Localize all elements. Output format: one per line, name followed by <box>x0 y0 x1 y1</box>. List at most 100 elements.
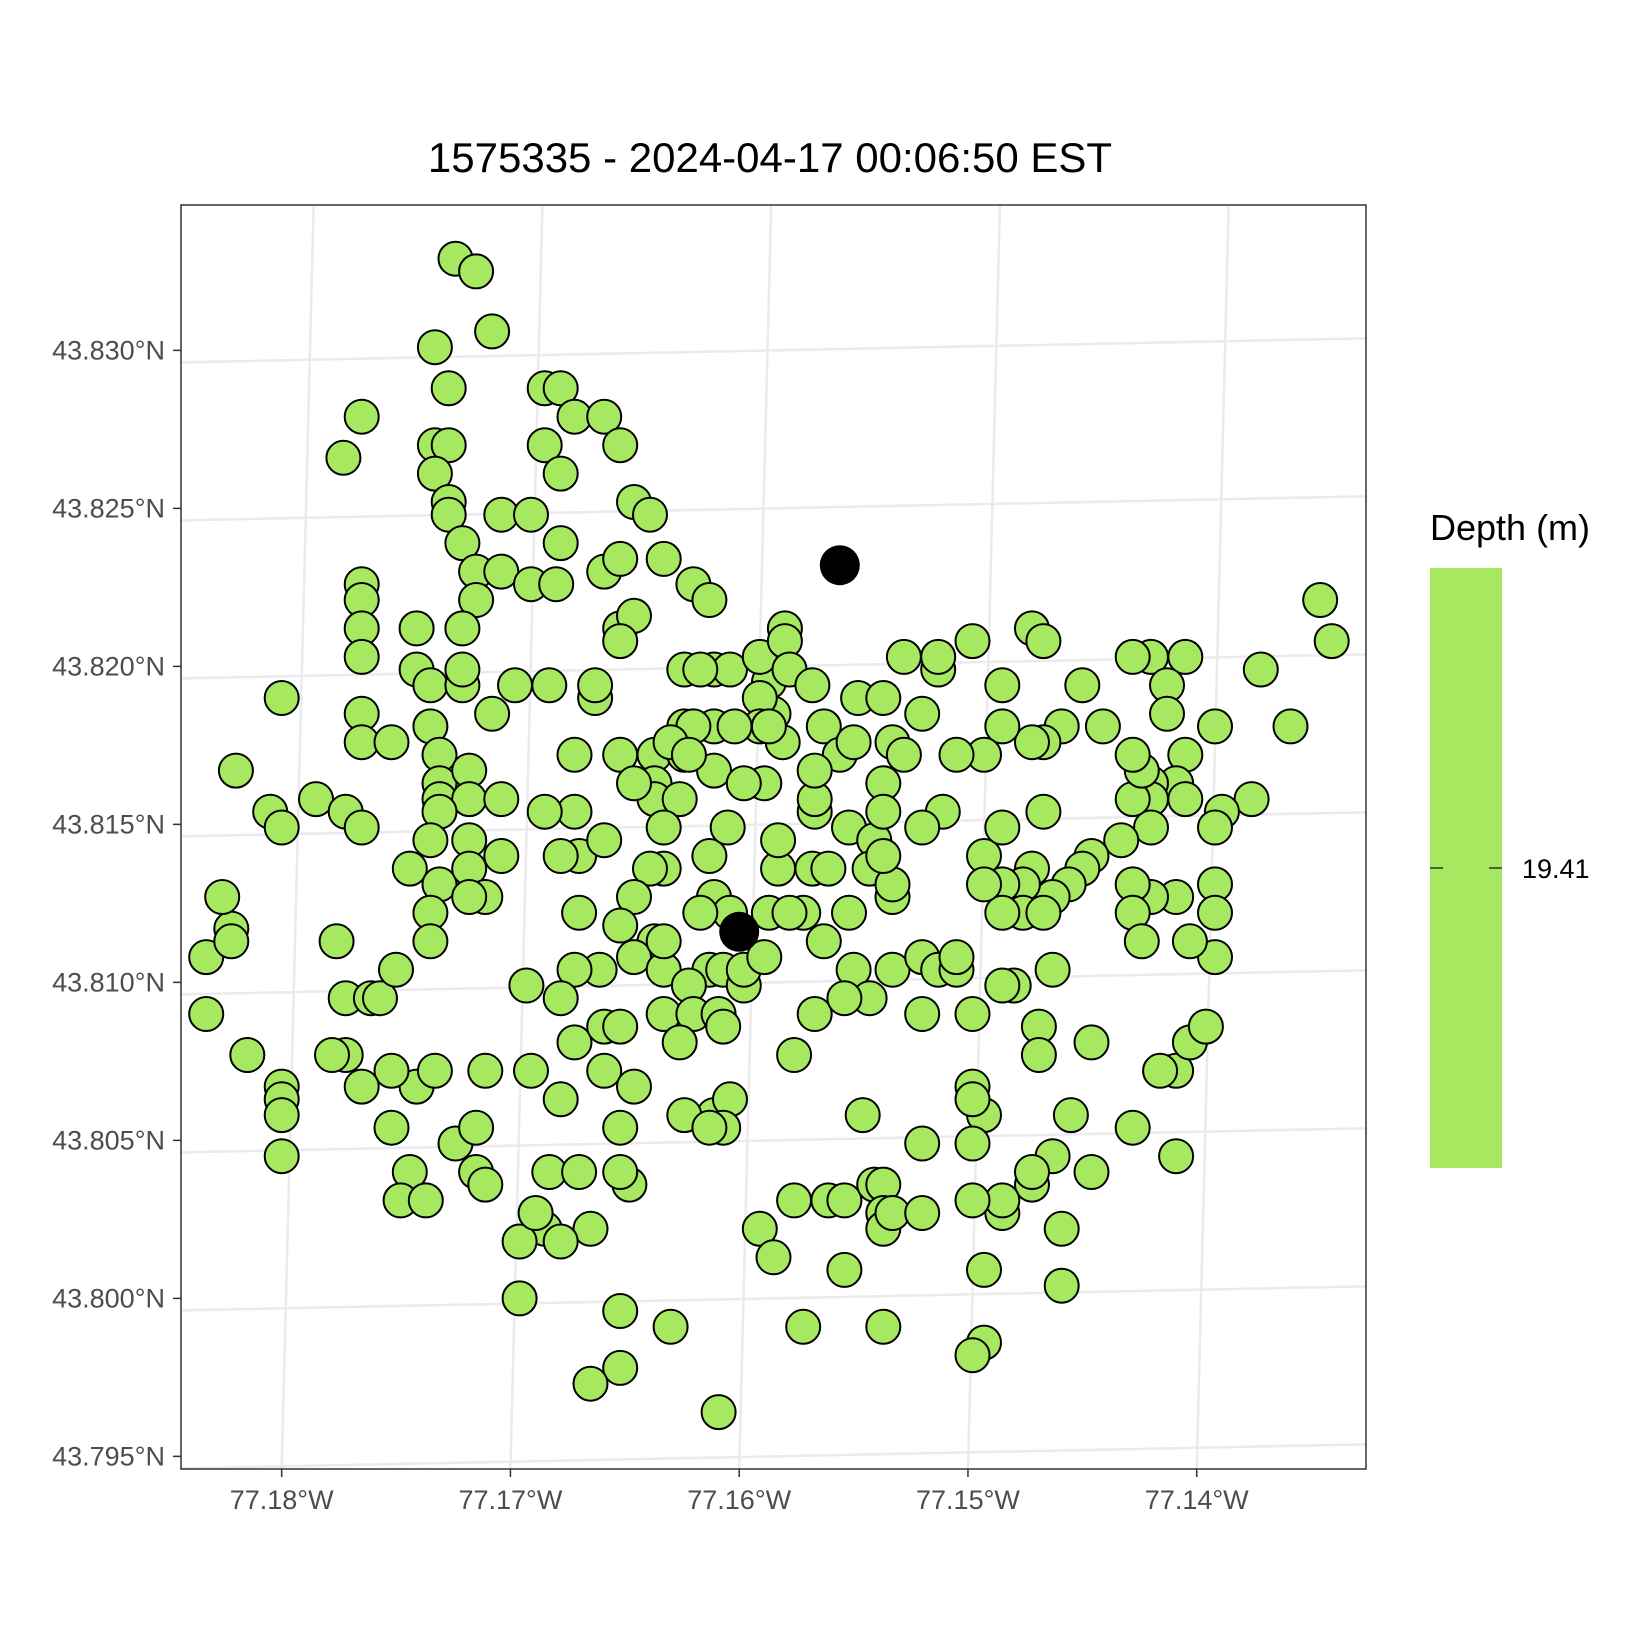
marker-point <box>819 545 860 586</box>
depth-point <box>343 638 380 675</box>
depth-point <box>966 866 1002 903</box>
depth-point <box>204 879 241 915</box>
depth-point <box>826 980 863 1017</box>
depth-point <box>645 809 682 846</box>
depth-point <box>586 1052 623 1089</box>
depth-point <box>826 1182 863 1219</box>
depth-point <box>705 1008 742 1045</box>
depth-point <box>725 765 762 802</box>
depth-point <box>458 1109 495 1146</box>
gridline-x <box>737 204 773 1470</box>
gridline-y <box>180 1285 1367 1312</box>
y-axis: 43.795°N 43.800°N 43.805°N 43.810°N 43.815°N… <box>52 335 181 1471</box>
depth-point <box>954 1337 991 1374</box>
marker-point <box>719 911 760 952</box>
depth-point <box>1197 809 1233 846</box>
depth-point <box>1167 781 1204 818</box>
depth-point <box>954 1182 991 1219</box>
depth-point <box>391 850 428 887</box>
depth-point <box>398 610 435 647</box>
depth-point <box>776 1182 813 1219</box>
depth-point <box>602 1154 639 1190</box>
depth-point <box>458 253 495 290</box>
depth-point <box>474 313 511 350</box>
depth-point <box>416 329 453 366</box>
depth-point <box>709 809 746 846</box>
depth-point <box>531 667 568 704</box>
depth-point <box>954 623 991 660</box>
depth-point <box>716 708 753 745</box>
depth-point <box>1034 951 1071 988</box>
depth-point <box>513 1052 549 1089</box>
depth-point <box>213 923 250 960</box>
data-points <box>188 240 1350 1431</box>
depth-point <box>1272 708 1309 745</box>
depth-point <box>1025 623 1062 660</box>
gridline-y <box>180 495 1367 522</box>
depth-point <box>904 695 941 732</box>
depth-point <box>586 398 623 435</box>
depth-point <box>794 667 831 704</box>
depth-point <box>661 1024 698 1061</box>
depth-point <box>451 879 488 915</box>
depth-point <box>652 1308 689 1345</box>
x-axis: 77.18°W 77.17°W 77.16°W 77.15°W 77.14°W <box>230 1469 1249 1515</box>
depth-point <box>1014 724 1050 761</box>
depth-point <box>1043 1267 1080 1304</box>
depth-point <box>1114 638 1151 675</box>
depth-point <box>616 1068 652 1105</box>
depth-point <box>984 667 1021 704</box>
depth-point <box>556 1024 593 1061</box>
depth-point <box>1167 638 1204 675</box>
depth-point <box>616 765 652 802</box>
depth-point <box>467 1166 504 1203</box>
depth-point <box>343 398 380 435</box>
depth-point <box>885 736 922 773</box>
depth-point <box>1171 923 1208 960</box>
depth-point <box>632 496 668 533</box>
depth-point <box>602 1109 639 1146</box>
depth-point <box>602 907 639 944</box>
gridline-y <box>180 1443 1367 1470</box>
depth-point <box>1025 793 1062 830</box>
depth-point <box>444 651 481 688</box>
depth-point <box>1142 1052 1179 1089</box>
y-tick-label: 43.810°N <box>52 967 165 997</box>
depth-point <box>1133 809 1169 846</box>
y-tick-label: 43.800°N <box>52 1283 165 1313</box>
depth-point <box>1084 708 1121 745</box>
depth-point <box>343 1068 380 1105</box>
depth-point <box>1302 582 1339 618</box>
depth-point <box>938 939 975 976</box>
depth-point <box>844 1097 881 1134</box>
depth-point <box>217 752 254 789</box>
depth-point <box>865 680 902 716</box>
depth-point <box>755 1239 792 1276</box>
depth-point <box>1064 667 1101 704</box>
depth-point <box>343 809 380 846</box>
depth-point <box>412 667 449 704</box>
depth-point <box>1158 1138 1195 1175</box>
depth-point <box>407 1182 444 1219</box>
depth-point <box>430 370 467 407</box>
depth-point <box>314 1037 350 1073</box>
depth-point <box>645 923 682 960</box>
depth-point <box>691 838 728 874</box>
depth-point <box>865 1308 902 1345</box>
depth-point <box>483 838 520 874</box>
depth-point <box>572 1365 609 1402</box>
depth-point <box>1197 894 1233 931</box>
depth-point <box>691 582 728 618</box>
depth-point <box>501 1223 538 1260</box>
depth-point <box>602 427 639 464</box>
depth-point <box>771 894 808 931</box>
depth-point <box>513 496 549 533</box>
depth-point <box>632 850 668 887</box>
plot-panel-border <box>180 204 1367 1470</box>
depth-point <box>785 1308 822 1345</box>
gridline-y <box>180 337 1367 364</box>
depth-point <box>1103 822 1140 859</box>
depth-point <box>526 427 563 464</box>
x-tick-label: 77.17°W <box>458 1485 562 1515</box>
